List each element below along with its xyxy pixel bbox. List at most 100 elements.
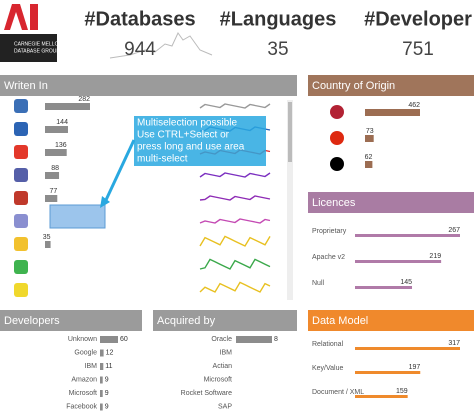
- kpi-label: #Databases: [84, 8, 195, 30]
- scrollbar: [287, 100, 293, 300]
- language-icon: [14, 99, 28, 113]
- kpi-value: 944: [124, 39, 156, 60]
- panel-title: Data Model: [312, 315, 368, 327]
- value-label: 9: [105, 390, 109, 397]
- annotation-text: Use CTRL+Select or: [137, 130, 230, 141]
- value-label: 159: [396, 388, 408, 395]
- value-label: 144: [56, 119, 68, 126]
- trend-line: [199, 258, 271, 270]
- kpi-value: 751: [402, 39, 434, 60]
- logo-text: DATABASE GROUP: [14, 48, 60, 54]
- trend-line: [199, 195, 271, 201]
- category-label: Microsoft: [204, 376, 232, 383]
- annotation-text: press long and use area: [137, 142, 245, 153]
- value-label: 145: [400, 279, 412, 286]
- value-label: 9: [105, 403, 109, 410]
- kpi-value: 35: [267, 39, 288, 60]
- language-icon: [14, 283, 28, 297]
- bar: [45, 241, 51, 248]
- flag-icon: [330, 105, 344, 119]
- bar: [100, 376, 103, 384]
- category-label: Rocket Software: [181, 390, 232, 397]
- panel-title: Country of Origin: [312, 80, 395, 92]
- value-label: 73: [366, 128, 374, 135]
- panel-header: [0, 75, 297, 96]
- value-label: 317: [448, 340, 460, 347]
- panel-header: [308, 192, 474, 213]
- category-label: Relational: [312, 341, 344, 348]
- bar: [45, 126, 68, 133]
- bar: [355, 395, 408, 398]
- bar: [100, 349, 104, 357]
- category-label: Actian: [213, 363, 233, 370]
- language-icon: [14, 214, 28, 228]
- value-label: 88: [51, 165, 59, 172]
- selection-area: [49, 204, 106, 229]
- category-label: Apache v2: [312, 254, 345, 261]
- language-icon: [14, 168, 28, 182]
- flag-icon: [330, 131, 344, 145]
- arrow-head: [100, 196, 110, 208]
- bar: [365, 161, 373, 168]
- flag-icon: [330, 157, 344, 171]
- bar: [45, 103, 90, 110]
- category-label: Microsoft: [69, 390, 97, 397]
- panel-header: [153, 310, 297, 331]
- panel-header: [308, 75, 474, 96]
- category-label: Amazon: [71, 376, 97, 383]
- language-icon: [14, 122, 28, 136]
- bar: [100, 403, 103, 411]
- value-label: 462: [408, 102, 420, 109]
- value-label: 11: [105, 363, 112, 370]
- bar: [100, 336, 118, 343]
- logo: [4, 4, 38, 30]
- trend-line: [199, 103, 271, 109]
- bar: [45, 195, 58, 202]
- trend-line: [199, 218, 271, 224]
- bar: [45, 172, 60, 179]
- kpi-label: #Languages: [220, 8, 337, 30]
- panel-title: Acquired by: [157, 315, 216, 327]
- category-label: Oracle: [211, 336, 232, 343]
- panel-title: Licences: [312, 197, 356, 209]
- bar: [355, 286, 413, 289]
- trend-line: [199, 235, 271, 247]
- bar: [100, 390, 103, 397]
- charts: Writen In 282 144 136 88 77 35 Country of Origi…: [0, 75, 474, 411]
- category-label: Null: [312, 280, 325, 287]
- trend-line: [199, 172, 271, 178]
- kpi-label: #Developer: [364, 8, 472, 30]
- category-label: Key/Value: [312, 365, 343, 372]
- bar: [355, 347, 460, 350]
- cmu-logo: [0, 34, 57, 62]
- value-label: 35: [43, 234, 51, 241]
- category-label: SAP: [218, 403, 232, 410]
- annotation-text: Multiselection possible: [137, 118, 237, 129]
- value-label: 197: [409, 364, 421, 371]
- category-label: Document / XML: [312, 389, 364, 396]
- value-label: 77: [49, 188, 57, 195]
- annotation-arrow: [104, 139, 136, 201]
- value-label: 267: [448, 227, 460, 234]
- bar: [365, 135, 374, 142]
- value-label: 62: [365, 154, 373, 161]
- bar: [100, 363, 104, 370]
- language-icon: [14, 145, 28, 159]
- panel-title: Writen In: [4, 80, 48, 92]
- bar: [365, 109, 420, 116]
- language-icon: [14, 260, 28, 274]
- bar: [355, 234, 460, 237]
- value-label: 60: [120, 336, 128, 343]
- category-label: IBM: [85, 363, 98, 370]
- sparkline: [109, 32, 213, 59]
- panel-header: [308, 310, 474, 331]
- annotation-text: multi-select: [137, 154, 188, 165]
- trend-line: [199, 281, 271, 293]
- value-label: 12: [106, 349, 114, 356]
- value-label: 219: [429, 253, 441, 260]
- scrollbar-thumb[interactable]: [288, 102, 292, 162]
- value-label: 8: [274, 336, 278, 343]
- category-label: Unknown: [68, 336, 97, 343]
